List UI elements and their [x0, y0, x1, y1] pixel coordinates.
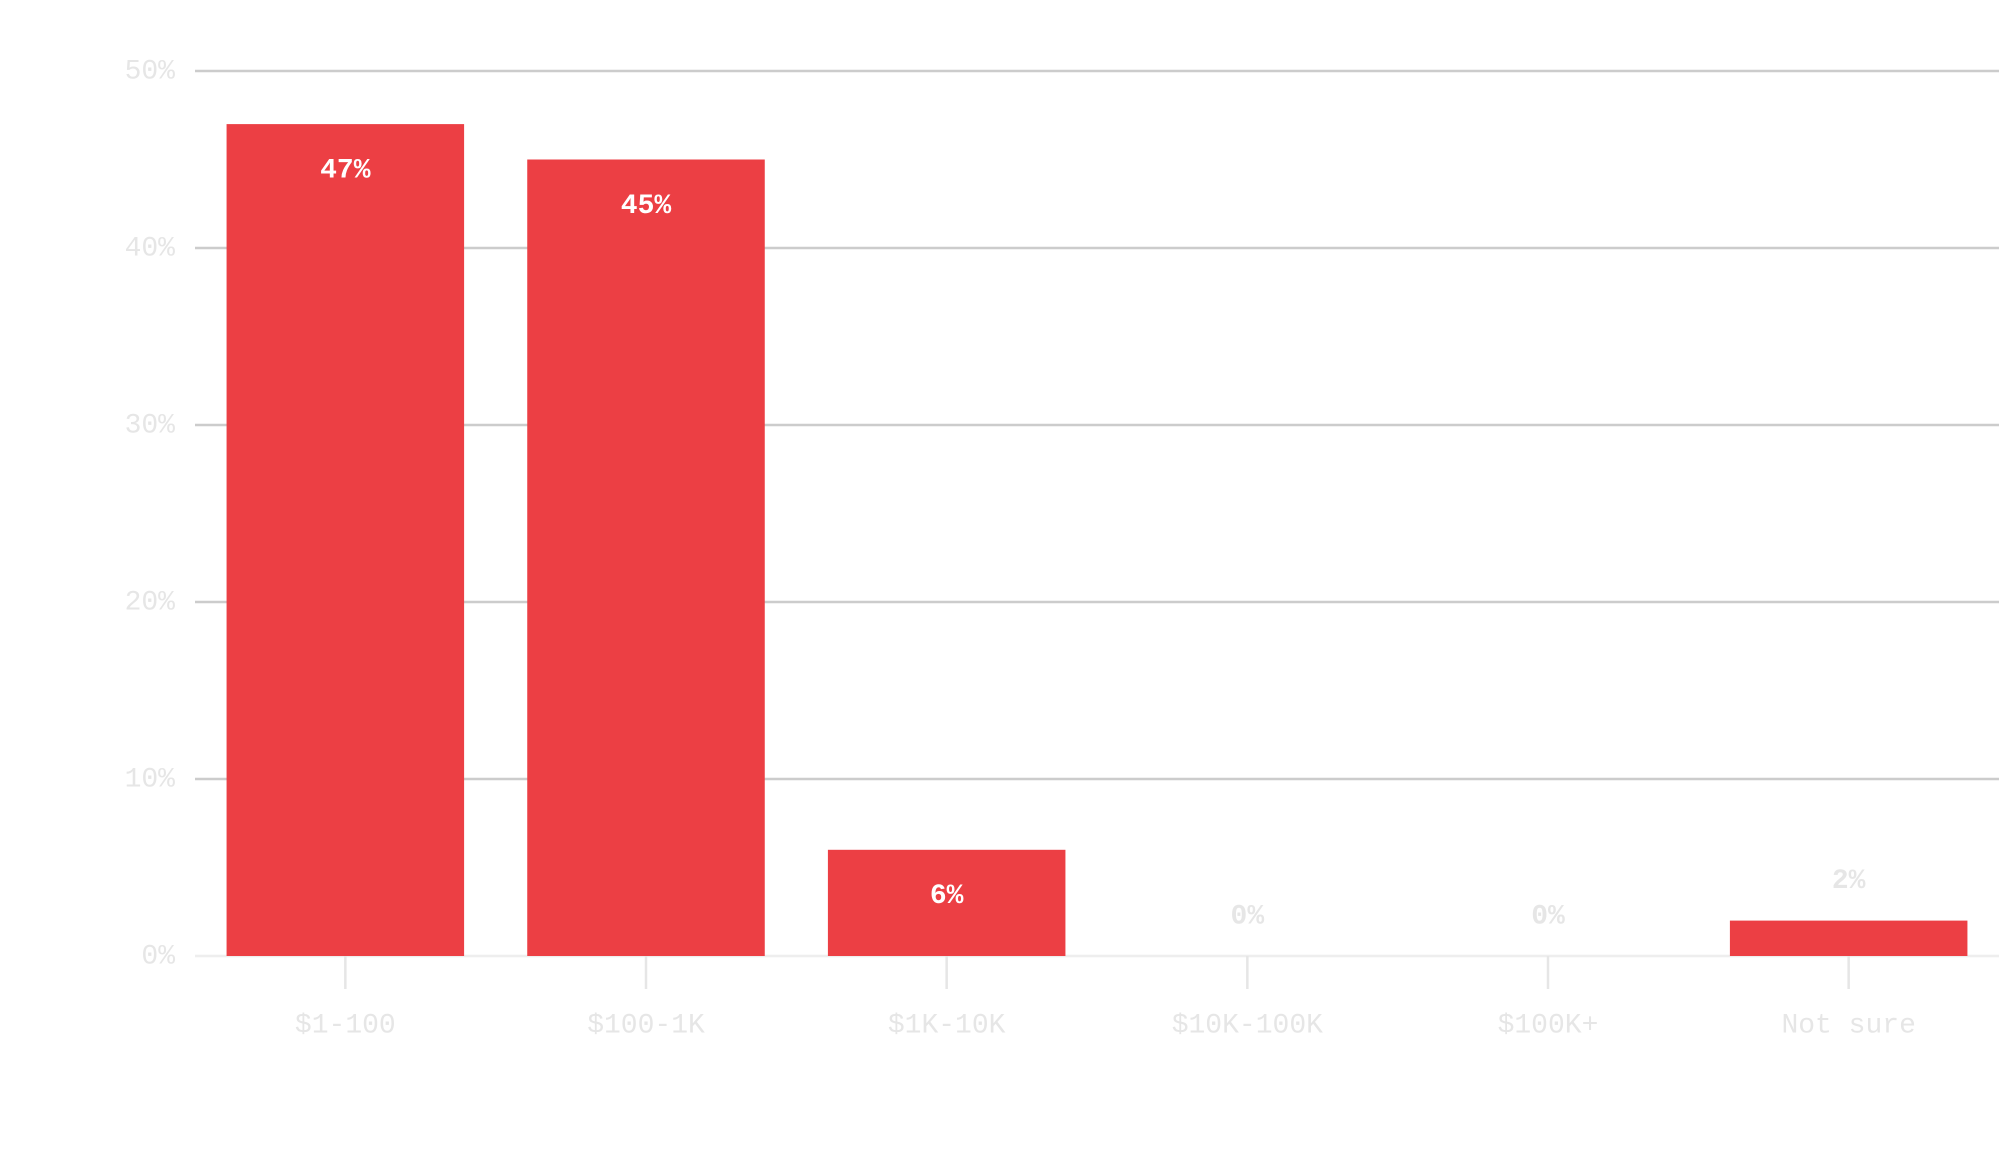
x-tick-label: $100K+	[1498, 1010, 1599, 1041]
bar	[1729, 920, 1968, 956]
value-label: 0%	[1231, 901, 1265, 932]
bar	[527, 159, 765, 956]
y-tick-label: 10%	[125, 764, 176, 795]
value-label: 47%	[320, 155, 371, 186]
y-tick-label: 40%	[125, 233, 176, 264]
bar	[827, 849, 1066, 956]
value-label: 6%	[930, 881, 964, 912]
x-tick-label: $1-100	[295, 1010, 396, 1041]
y-tick-label: 30%	[125, 410, 176, 441]
value-label: 45%	[621, 191, 672, 222]
x-tick-label: $10K-100K	[1172, 1010, 1323, 1041]
value-label: 2%	[1832, 866, 1866, 897]
y-tick-label: 50%	[125, 56, 176, 87]
x-tick-label: $1K-10K	[888, 1010, 1006, 1041]
y-tick-label: 0%	[141, 941, 175, 972]
x-tick-label: Not sure	[1781, 1010, 1915, 1041]
bar	[226, 124, 465, 957]
x-tick-label: $100-1K	[587, 1010, 705, 1041]
value-label: 0%	[1531, 901, 1565, 932]
y-tick-label: 20%	[125, 587, 176, 618]
